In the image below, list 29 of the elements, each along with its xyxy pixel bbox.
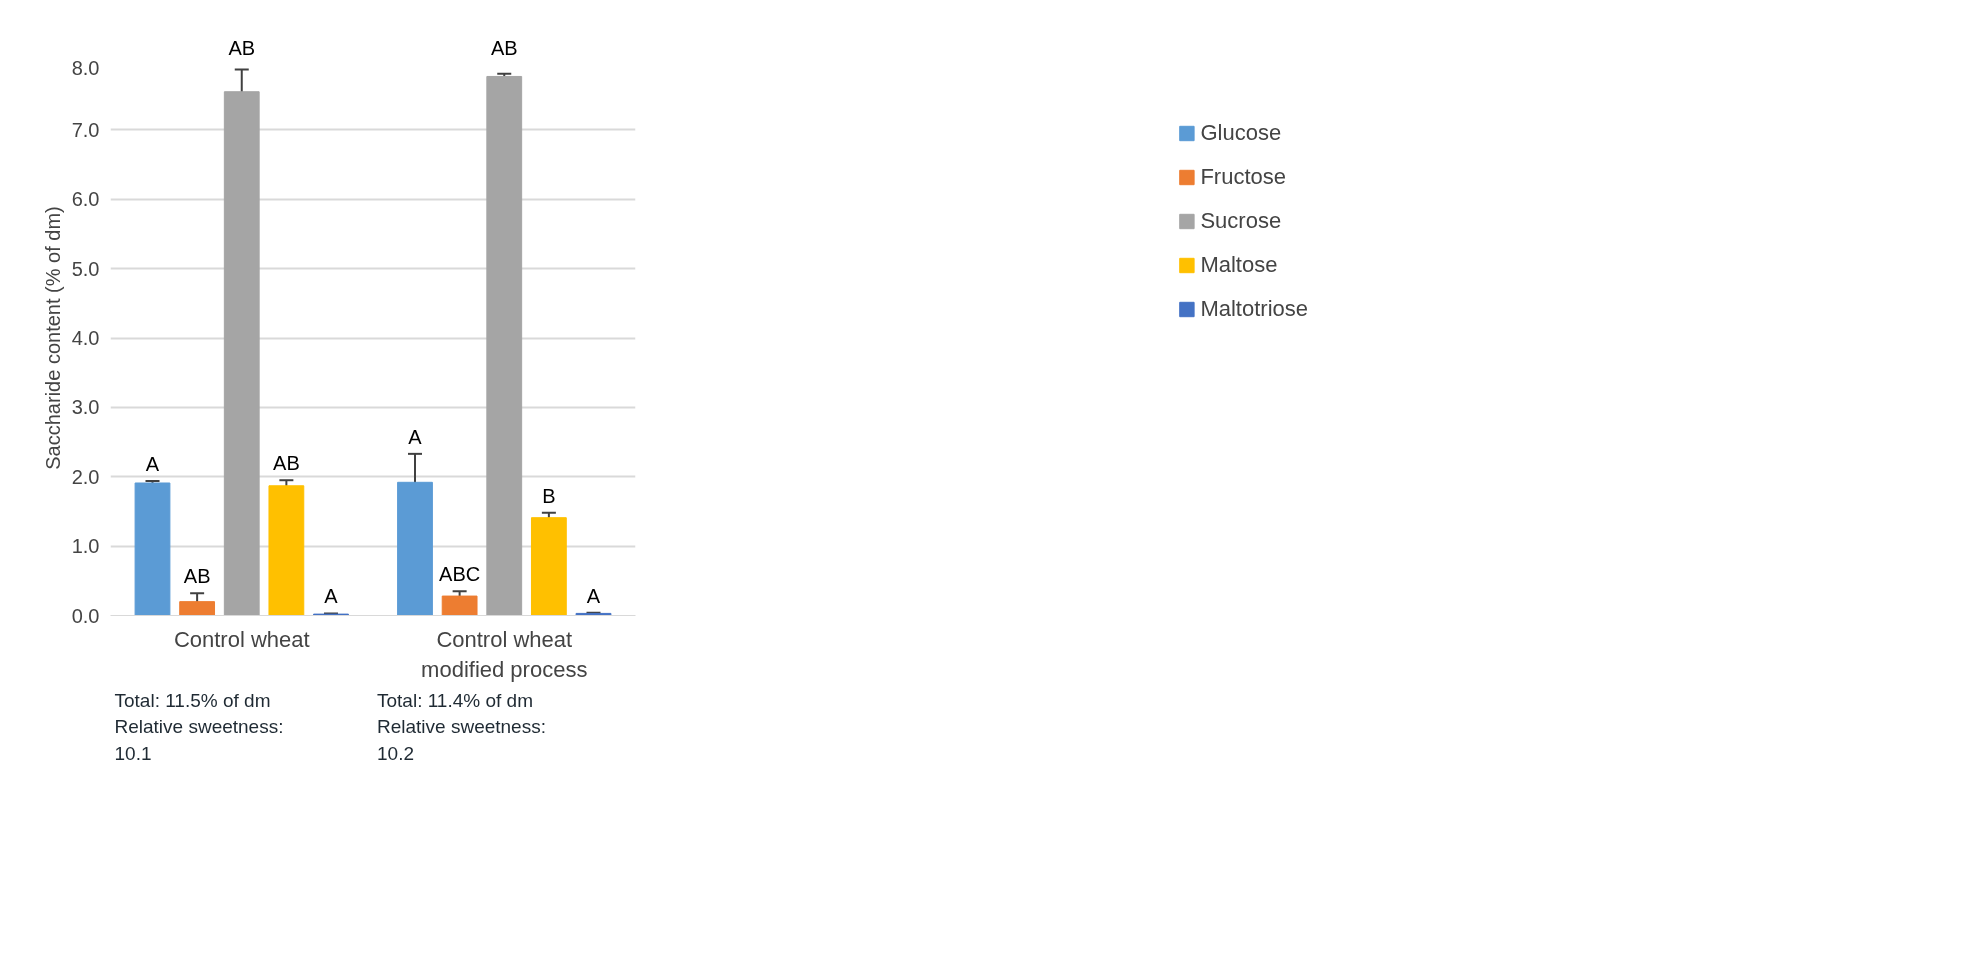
x-tick-label: Control wheat bbox=[173, 626, 310, 652]
data-label: AB bbox=[183, 565, 211, 588]
legend-label: Maltotriose bbox=[1200, 296, 1308, 322]
x-tick-label: Control wheat modified process bbox=[421, 626, 588, 682]
data-label: A bbox=[408, 425, 423, 448]
data-label: A bbox=[324, 585, 339, 608]
legend-label: Fructose bbox=[1200, 164, 1286, 190]
y-tick-label: 2.0 bbox=[71, 465, 100, 488]
y-tick-label: 8.0 bbox=[71, 56, 100, 79]
data-label: AB bbox=[228, 36, 256, 59]
y-tick-label: 4.0 bbox=[71, 327, 100, 349]
legend-label: Glucose bbox=[1200, 120, 1282, 146]
data-label: AB bbox=[273, 452, 300, 475]
y-tick-label: 5.0 bbox=[71, 257, 100, 280]
data-label: A bbox=[586, 584, 601, 607]
data-label: ABC bbox=[439, 563, 481, 586]
y-tick-label: 3.0 bbox=[71, 396, 100, 419]
y-tick-label: 7.0 bbox=[71, 118, 100, 141]
y-tick-label: 1.0 bbox=[71, 535, 100, 558]
legend-label: Maltose bbox=[1200, 252, 1278, 278]
data-label: A bbox=[145, 452, 160, 475]
data-label: B bbox=[542, 484, 556, 507]
text: Total: 11.4% of dm Relative sweetness: 10.2 bbox=[377, 690, 546, 764]
text: Total: 11.5% of dm Relative sweetness: 10.1 bbox=[114, 690, 284, 764]
legend-label: Sucrose bbox=[1200, 208, 1282, 234]
y-tick-label: 6.0 bbox=[71, 188, 100, 211]
y-tick-label: 0.0 bbox=[71, 604, 100, 627]
y-axis-title: Saccharide content (% of dm) bbox=[41, 206, 64, 470]
data-label: AB bbox=[490, 36, 518, 59]
